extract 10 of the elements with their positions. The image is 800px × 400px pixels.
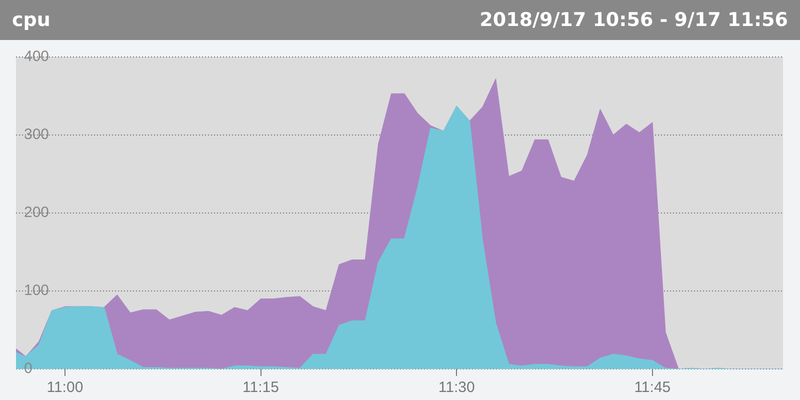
y-tick-label: 400: [24, 48, 50, 66]
x-tick-label: 11:00: [46, 379, 84, 396]
x-tick-label: 11:15: [242, 379, 279, 396]
chart-title: cpu: [12, 9, 50, 31]
x-tick-label: 11:45: [634, 379, 671, 396]
y-tick-label: 100: [24, 282, 50, 300]
y-tick-label: 300: [24, 126, 50, 144]
x-tick-label: 11:30: [438, 379, 475, 396]
y-tick-label: 200: [24, 204, 50, 222]
chart-subtitle: 2018/9/17 10:56 - 9/17 11:56: [480, 9, 788, 31]
